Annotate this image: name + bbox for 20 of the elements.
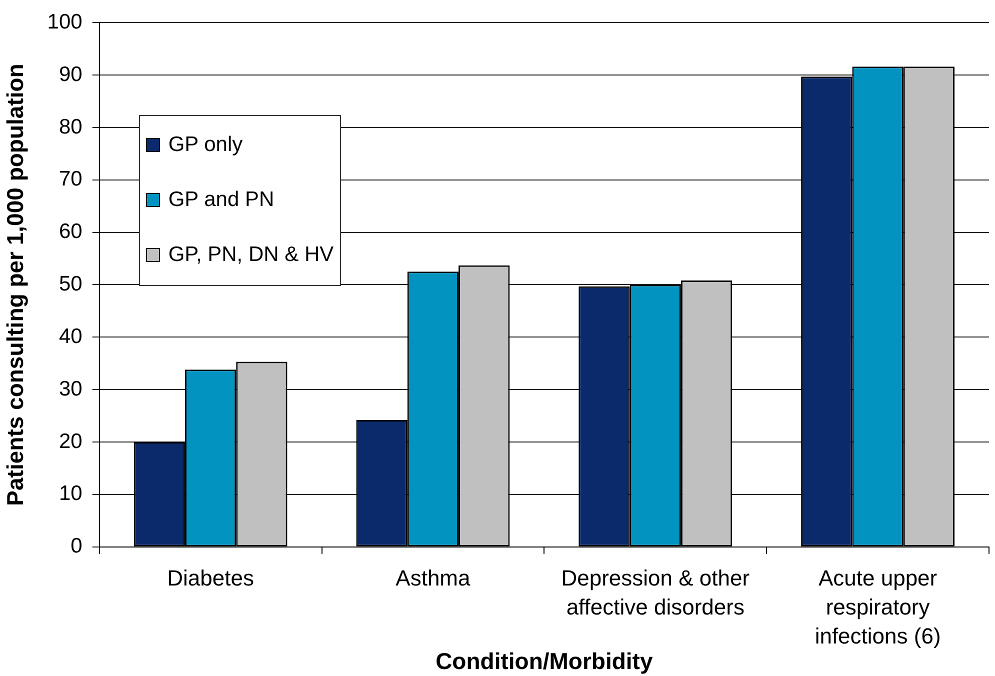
y-tick-label: 40 <box>58 324 82 348</box>
x-axis-title: Condition/Morbidity <box>436 648 653 674</box>
y-tick-label: 10 <box>58 482 82 506</box>
x-tick-label: Diabetes <box>167 565 254 590</box>
x-tick-label: Acute upper respiratory infections (6) <box>814 565 941 649</box>
legend-label: GP only <box>168 132 243 157</box>
y-tick-label: 60 <box>58 220 82 244</box>
y-tick-label: 20 <box>58 430 82 453</box>
legend-label: GP and PN <box>168 188 274 212</box>
y-axis-title: Patients consulting per 1,000 population <box>2 64 28 506</box>
y-tick-label: 30 <box>58 377 82 400</box>
y-tick-label: 0 <box>70 534 82 558</box>
legend-label: GP, PN, DN & HV <box>168 242 334 267</box>
y-tick-label: 50 <box>58 272 82 296</box>
y-tick-label: 80 <box>58 115 82 138</box>
x-tick-label: Asthma <box>396 565 472 590</box>
y-tick-label: 100 <box>47 10 82 34</box>
x-tick-label: Depression & other affective disorders <box>561 565 750 620</box>
y-tick-label: 70 <box>58 168 82 191</box>
y-tick-label: 90 <box>58 62 82 86</box>
